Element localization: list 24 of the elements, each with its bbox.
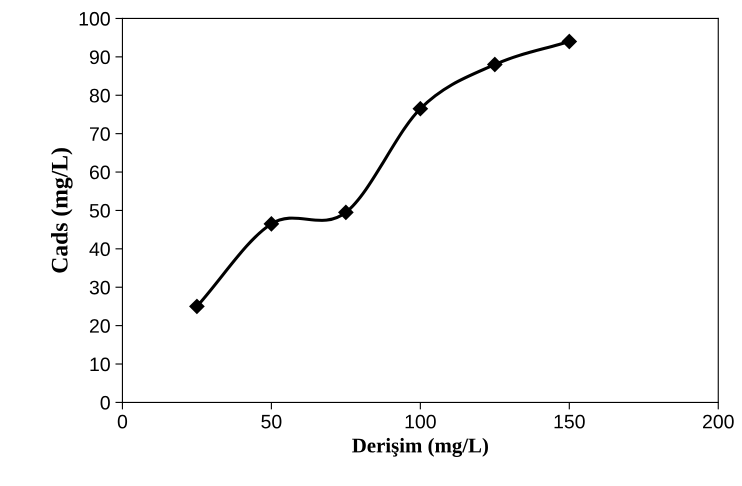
- x-tick-label: 100: [406, 414, 436, 428]
- x-axis-title: Derişim (mg/L): [352, 438, 488, 457]
- point: [487, 56, 502, 72]
- y-tick-label: 30: [90, 280, 110, 294]
- x-tick-label: 50: [261, 414, 282, 428]
- y-axis-title: Cads (mg/L): [51, 148, 73, 273]
- y-tick-label: 90: [90, 50, 110, 64]
- y-tick-label: 40: [89, 242, 110, 256]
- y-tick-label: 100: [80, 12, 110, 26]
- x-tick-label: 150: [554, 414, 585, 428]
- y-tick-label: 10: [90, 357, 110, 372]
- y-tick-label: 60: [90, 166, 110, 180]
- point: [189, 298, 204, 314]
- y-tick-label: 0: [100, 396, 110, 410]
- point: [338, 204, 354, 220]
- y-tick-label: 20: [90, 319, 110, 333]
- y-tick-label: 70: [90, 127, 110, 141]
- point: [264, 216, 279, 232]
- x-tick-label: 200: [703, 414, 734, 428]
- point: [412, 101, 428, 116]
- y-tick-label: 50: [90, 204, 110, 218]
- x-tick-label: 0: [118, 414, 128, 428]
- point: [562, 34, 577, 50]
- y-tick-label: 80: [90, 88, 110, 102]
